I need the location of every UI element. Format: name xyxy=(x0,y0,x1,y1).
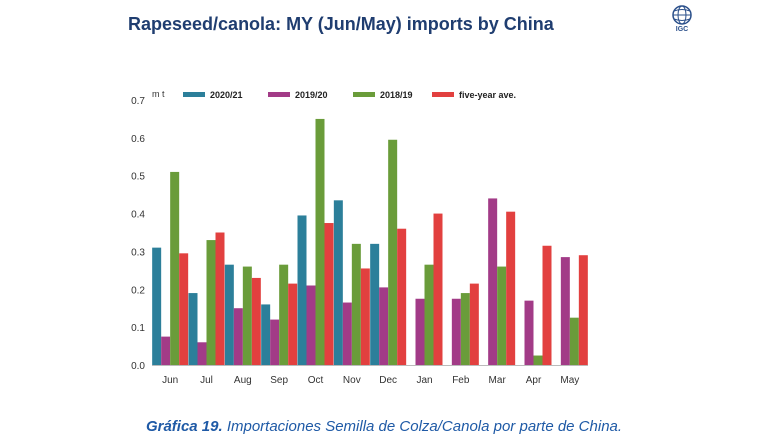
x-tick-label: Jul xyxy=(200,375,213,386)
bar xyxy=(242,266,252,365)
bar xyxy=(370,243,380,365)
legend-label: 2019/20 xyxy=(295,90,328,100)
legend-swatch xyxy=(183,92,205,97)
y-tick-label: 0.5 xyxy=(131,172,145,183)
bar xyxy=(188,293,198,365)
y-tick-label: 0.4 xyxy=(131,210,145,221)
y-tick-label: 0.1 xyxy=(131,323,145,334)
bar xyxy=(542,245,552,365)
x-tick-label: Dec xyxy=(379,375,397,386)
bar xyxy=(469,283,479,365)
legend-label: 2018/19 xyxy=(380,90,413,100)
x-tick-label: Feb xyxy=(452,375,470,386)
y-tick-label: 0.0 xyxy=(131,361,145,372)
globe-icon xyxy=(672,5,692,25)
bar xyxy=(560,257,570,365)
bar xyxy=(206,240,216,365)
bar xyxy=(415,298,425,365)
x-tick-label: Nov xyxy=(343,375,361,386)
bar xyxy=(497,266,507,365)
page-title: Rapeseed/canola: MY (Jun/May) imports by… xyxy=(128,14,554,34)
legend-label: 2020/21 xyxy=(210,90,243,100)
bar xyxy=(215,232,225,365)
x-tick-label: Aug xyxy=(234,375,252,386)
bar xyxy=(488,198,498,365)
bar xyxy=(161,336,171,365)
bar xyxy=(351,243,361,365)
bar xyxy=(451,298,461,365)
bar xyxy=(179,253,189,365)
y-tick-label: 0.6 xyxy=(131,134,145,145)
bar xyxy=(324,223,334,365)
x-tick-label: Mar xyxy=(489,375,507,386)
caption-text: Importaciones Semilla de Colza/Canola po… xyxy=(226,418,623,435)
legend-swatch xyxy=(432,92,454,97)
bar xyxy=(197,342,207,365)
igc-logo: IGC xyxy=(667,4,697,38)
bar xyxy=(533,355,543,365)
x-tick-label: Jan xyxy=(416,375,432,386)
y-tick-label: 0.2 xyxy=(131,285,145,296)
bar xyxy=(397,228,407,365)
bar xyxy=(524,300,534,365)
x-tick-label: May xyxy=(560,375,579,386)
y-axis-unit-label: m t xyxy=(152,89,165,99)
bar xyxy=(379,287,389,365)
x-tick-label: Apr xyxy=(526,375,542,386)
x-tick-label: Sep xyxy=(270,375,288,386)
y-tick-label: 0.7 xyxy=(131,96,145,107)
bar xyxy=(424,264,434,365)
bar xyxy=(315,118,325,365)
bar xyxy=(433,213,443,365)
bar xyxy=(506,211,516,365)
bar xyxy=(288,283,298,365)
legend-swatch xyxy=(268,92,290,97)
y-tick-label: 0.3 xyxy=(131,247,145,258)
bar xyxy=(578,255,588,365)
bar xyxy=(569,317,579,365)
x-tick-label: Jun xyxy=(162,375,178,386)
legend-swatch xyxy=(353,92,375,97)
figure-caption: Gráfica 19. Importaciones Semilla de Col… xyxy=(0,418,768,435)
bar xyxy=(297,215,307,365)
bar xyxy=(170,171,180,365)
bar xyxy=(152,247,162,365)
bar xyxy=(224,264,234,365)
bar xyxy=(261,304,271,365)
legend-label: five-year ave. xyxy=(459,90,516,100)
bar xyxy=(306,285,316,365)
bar-chart: 0.0 0.1 0.2 0.3 0.4 0.5 0.6 0.7 m t 2020/21 2019/2… xyxy=(131,89,588,386)
bar xyxy=(342,302,352,365)
bar xyxy=(388,139,398,365)
bar xyxy=(360,268,370,365)
x-tick-label: Oct xyxy=(308,375,324,386)
logo-text: IGC xyxy=(675,26,689,33)
bar xyxy=(251,277,261,365)
bar xyxy=(460,293,470,365)
bar xyxy=(270,319,280,365)
bar xyxy=(333,200,343,365)
bar xyxy=(233,308,243,365)
bar xyxy=(279,264,289,365)
caption-label: Gráfica 19. xyxy=(145,418,223,435)
